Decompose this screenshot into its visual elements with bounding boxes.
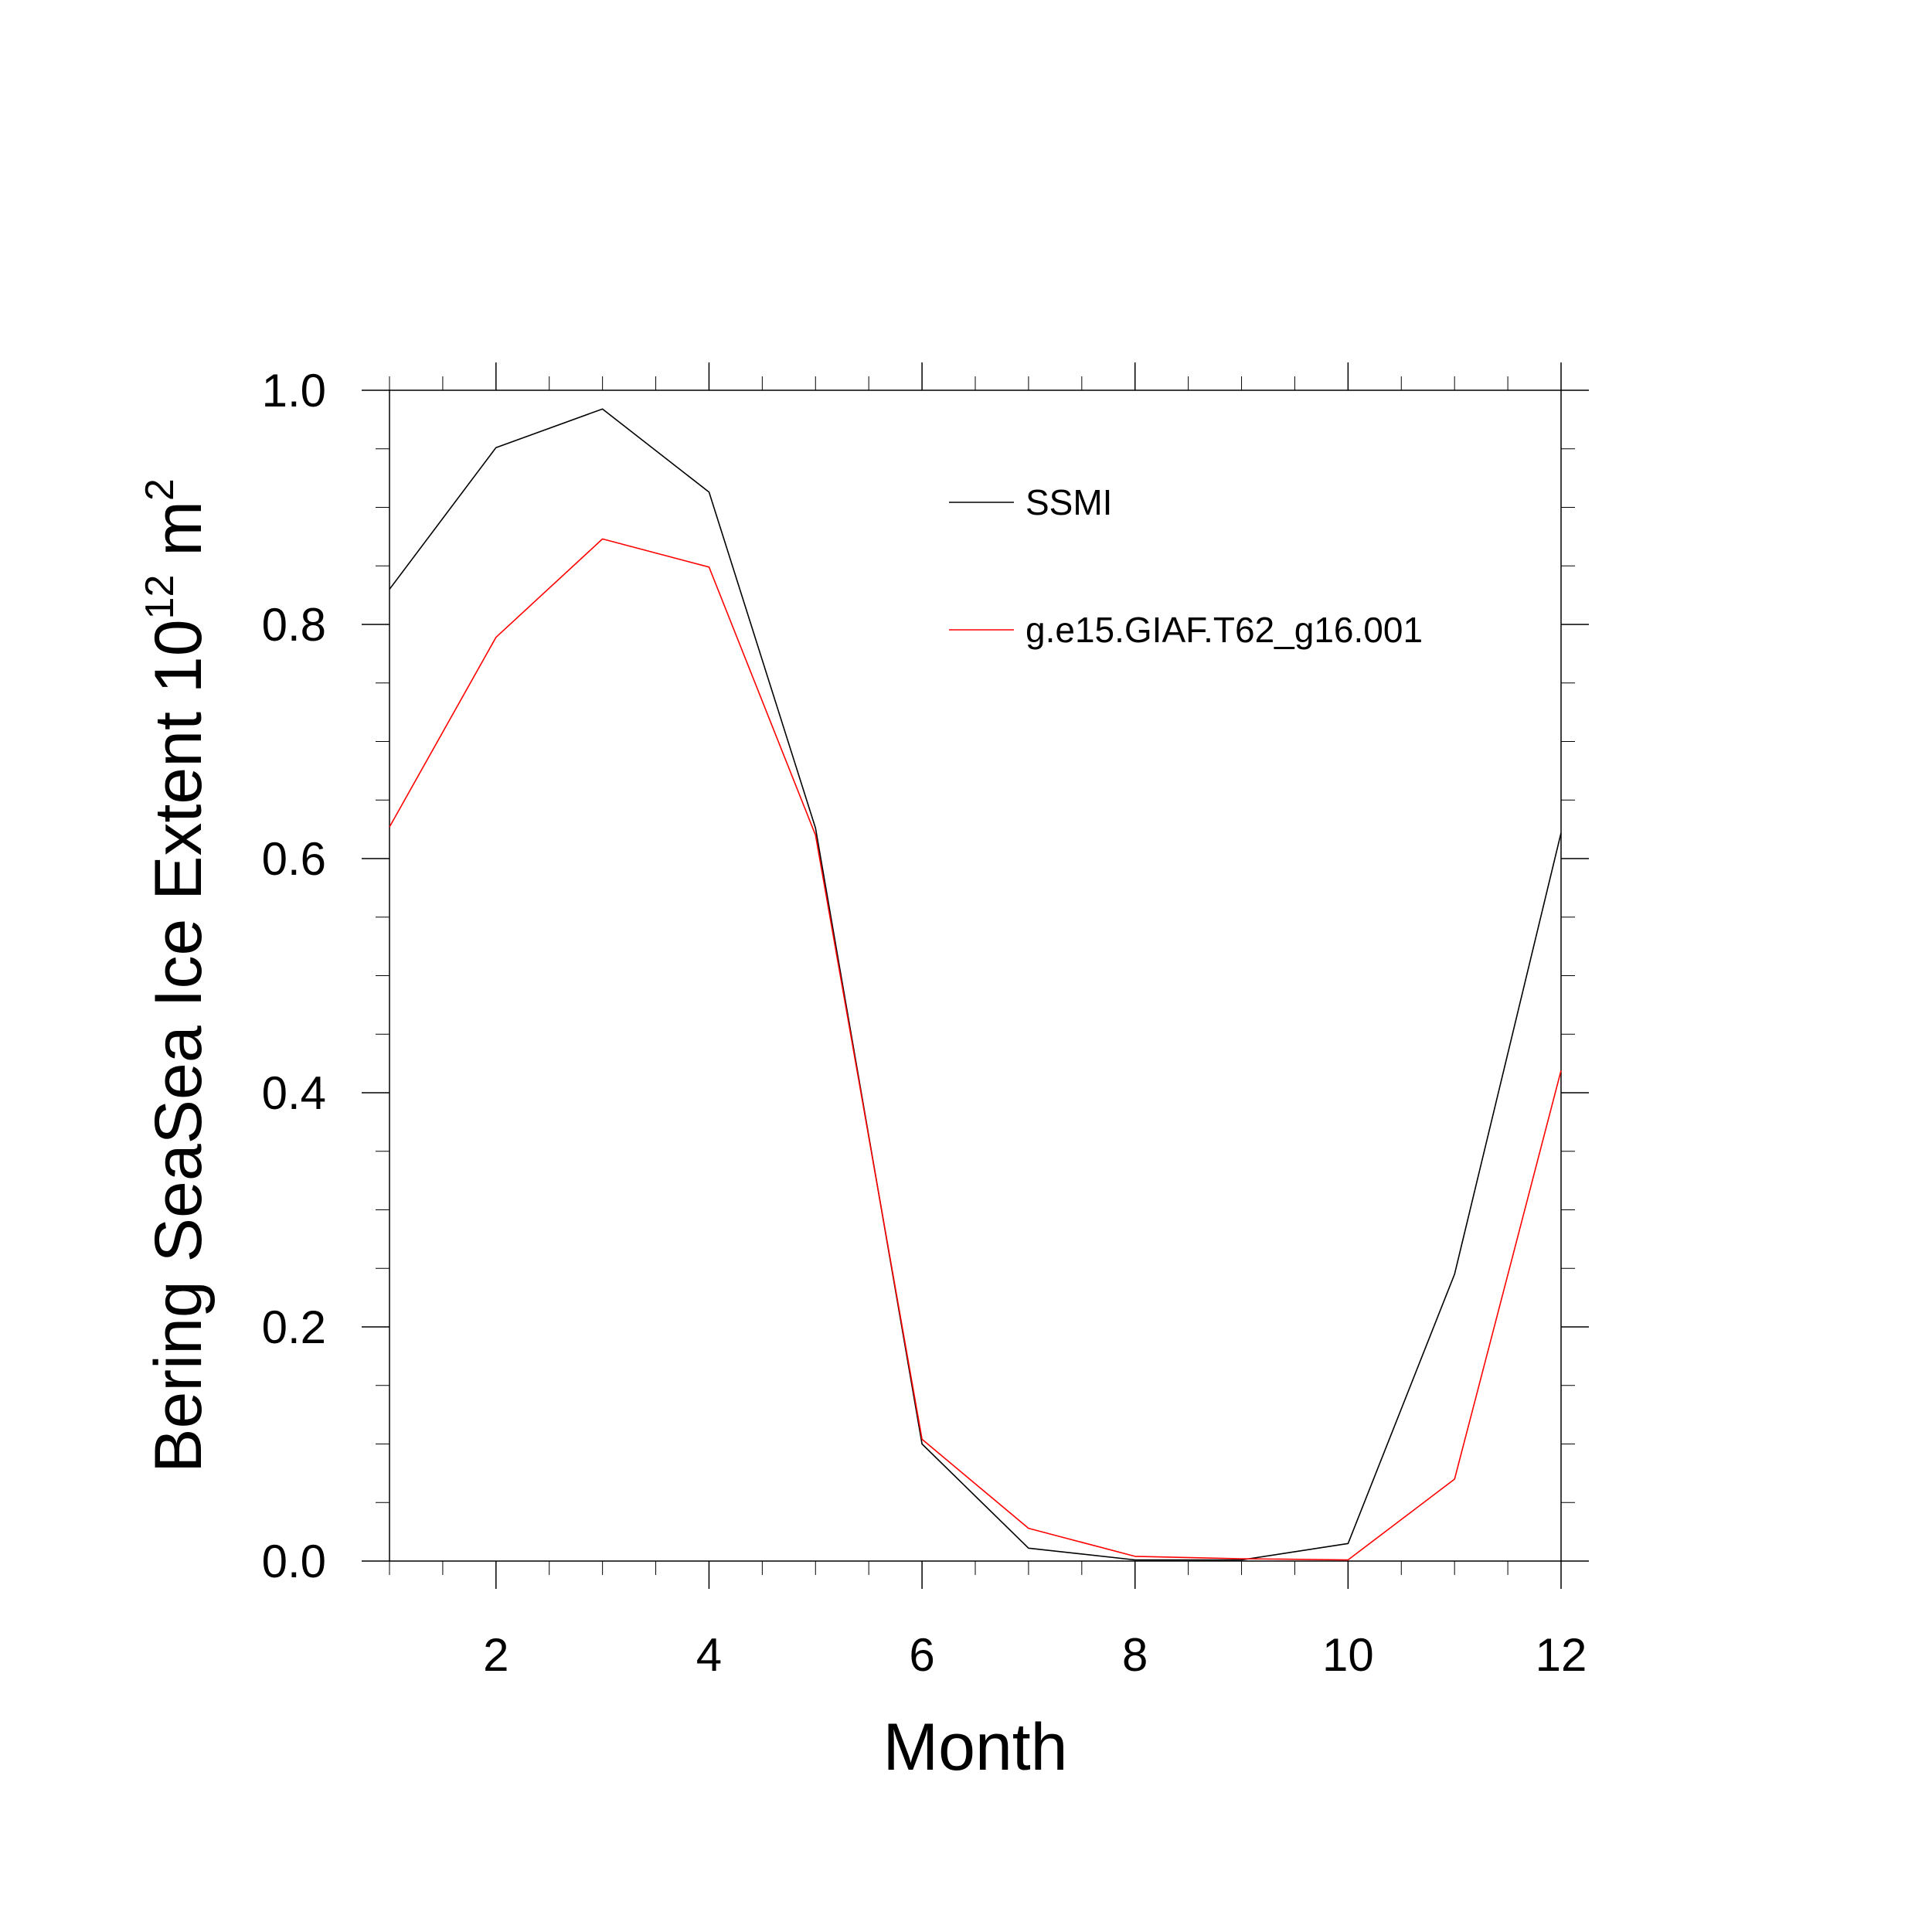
- legend-label-1: SSMI: [1026, 482, 1112, 522]
- y-tick-label: 0.8: [262, 599, 326, 651]
- legend: SSMI g.e15.GIAF.T62_g16.001: [949, 482, 1423, 650]
- x-tick-label: 8: [1122, 1629, 1148, 1681]
- y-axis-title-main: Bering SeaSea Ice Extent 10: [141, 619, 216, 1472]
- legend-label-2: g.e15.GIAF.T62_g16.001: [1026, 610, 1423, 650]
- y-axis-title-exponent: 12: [138, 575, 182, 620]
- x-tick-label: 6: [909, 1629, 934, 1681]
- axis-ticks: [362, 362, 1589, 1589]
- x-axis-title: Month: [883, 1710, 1067, 1784]
- y-tick-label: 0.0: [262, 1536, 326, 1587]
- y-tick-label: 0.2: [262, 1301, 326, 1353]
- y-tick-label: 0.4: [262, 1067, 326, 1119]
- x-tick-label: 2: [483, 1629, 509, 1681]
- x-tick-label: 10: [1322, 1629, 1374, 1681]
- series-line-2: [389, 538, 1562, 1561]
- y-tick-label: 0.6: [262, 833, 326, 885]
- y-axis-title: Bering SeaSea Ice Extent 1012 m2: [138, 478, 216, 1473]
- plot-frame: [389, 389, 1562, 1562]
- y-axis-title-unit: m: [141, 501, 216, 575]
- series-line-1: [389, 408, 1562, 1561]
- series-lines: [389, 408, 1562, 1561]
- axis-tick-labels: 2 4 6 8 10 12 0.0 0.2 0.4 0.6 0.8 1.0: [262, 365, 1587, 1681]
- x-tick-label: 12: [1536, 1629, 1587, 1681]
- x-tick-label: 4: [696, 1629, 722, 1681]
- y-tick-label: 1.0: [262, 365, 326, 417]
- y-axis-title-unit-exponent: 2: [138, 478, 182, 501]
